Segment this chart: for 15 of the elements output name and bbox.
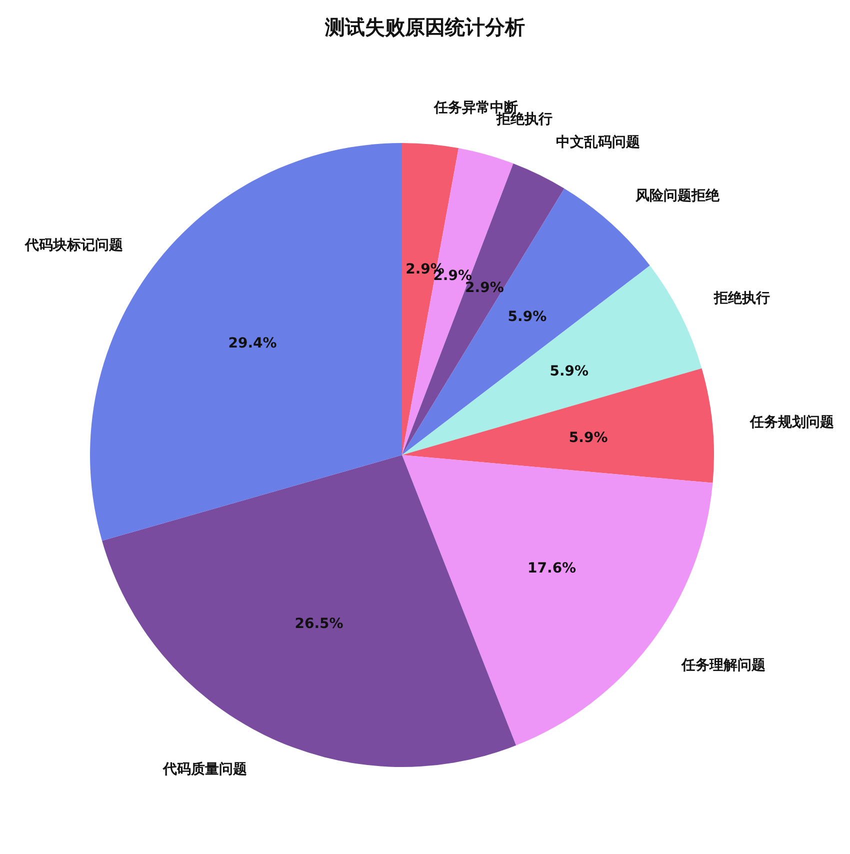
data-label: 2.9% [465,280,504,296]
data-label: 5.9% [508,308,547,325]
data-label: 29.4% [228,335,277,352]
slice-label: 任务规划问题 [748,414,834,431]
slice-label: 拒绝执行 [713,290,770,307]
data-label: 17.6% [528,560,576,576]
slice-label: 任务理解问题 [680,658,766,674]
data-label: 5.9% [568,430,608,446]
slice-label: 中文乱码问题 [556,133,640,150]
chart-title: 测试失败原因统计分析 [324,15,525,39]
data-label: 5.9% [550,364,589,380]
data-label: 26.5% [294,616,344,632]
slice-label: 代码质量问题 [162,760,248,778]
slice-label: 代码块标记问题 [24,238,124,254]
slice-label: 风险问题拒绝 [634,188,721,204]
